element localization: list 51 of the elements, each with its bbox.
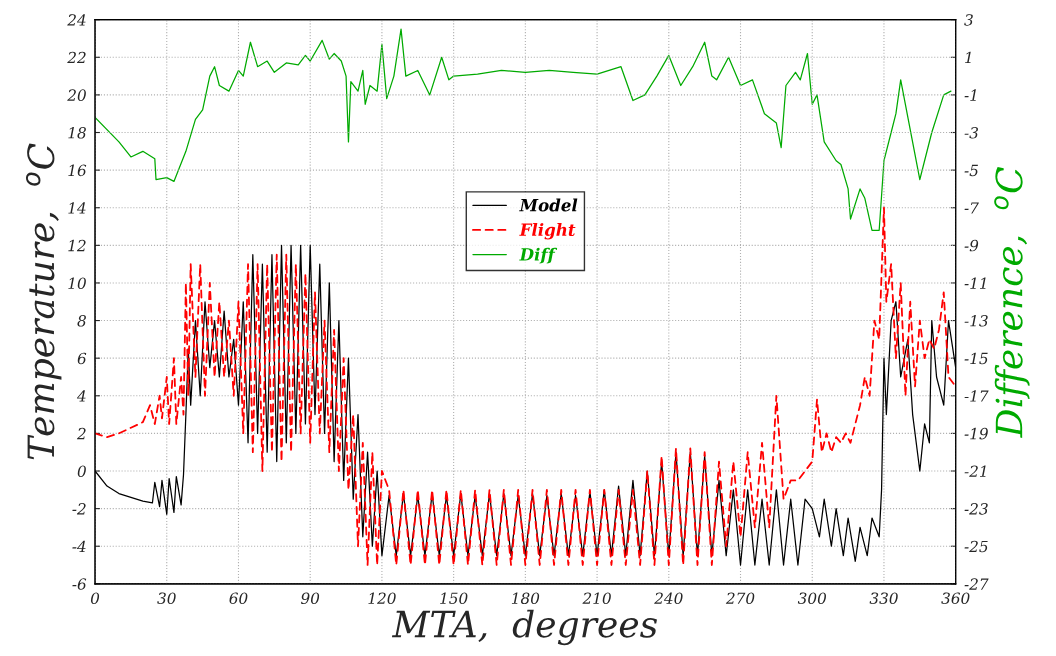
x-tick-label: 60 xyxy=(229,592,248,604)
y-tick-label: 8 xyxy=(77,315,86,327)
y2-tick-label: 1 xyxy=(965,51,971,64)
x-tick-label: 30 xyxy=(157,592,176,604)
y2-tick-label: 3 xyxy=(964,14,973,26)
y2-tick-label: -23 xyxy=(964,503,988,515)
y-tick-label: 10 xyxy=(68,277,86,289)
y-tick-label: 14 xyxy=(68,202,86,214)
y-tick-label: -2 xyxy=(72,503,86,515)
y-tick-label: 0 xyxy=(77,465,86,478)
y-axis-title: Temperature, $^{o}$C xyxy=(25,143,62,460)
y-tick-label: 16 xyxy=(68,164,87,177)
y2-tick-label: -9 xyxy=(964,239,979,252)
y2-tick-label: -7 xyxy=(964,202,979,214)
y2-tick-label: -5 xyxy=(964,164,978,177)
y-tick-label: 4 xyxy=(76,390,86,402)
x-tick-label: 240 xyxy=(654,592,683,604)
y-tick-label: 12 xyxy=(68,239,86,252)
y2-tick-label: -11 xyxy=(964,277,986,289)
y2-tick-label: -17 xyxy=(964,390,989,402)
x-tick-label: 330 xyxy=(869,592,898,604)
x-tick-label: 180 xyxy=(511,592,540,604)
legend-label: Flight xyxy=(519,223,576,240)
x-tick-label: 150 xyxy=(440,592,468,604)
y2-tick-label: -3 xyxy=(964,126,978,139)
y-tick-label: -6 xyxy=(72,578,87,590)
x-tick-label: 300 xyxy=(797,592,827,604)
y2-axis-title: Difference, $^{o}$C xyxy=(994,167,1030,438)
y2-tick-label: -25 xyxy=(964,540,988,553)
x-tick-label: 120 xyxy=(368,592,396,604)
y2-tick-label: -1 xyxy=(964,89,976,101)
x-tick-label: 270 xyxy=(725,592,755,604)
y-tick-label: 6 xyxy=(77,352,87,365)
y2-tick-label: -27 xyxy=(964,578,989,590)
x-tick-label: 0 xyxy=(90,592,100,604)
y-tick-label: 20 xyxy=(67,89,86,101)
y2-tick-label: -15 xyxy=(964,352,988,365)
y2-tick-label: -13 xyxy=(964,315,988,327)
y2-tick-label: -19 xyxy=(964,427,988,440)
legend-label: Diff xyxy=(519,247,558,264)
x-tick-label: 360 xyxy=(941,592,970,604)
y2-tick-label: -21 xyxy=(964,465,986,477)
y-tick-label: 22 xyxy=(67,51,86,64)
x-tick-label: 210 xyxy=(582,592,611,604)
y-tick-label: -4 xyxy=(72,540,86,553)
legend-label: Model xyxy=(519,198,578,212)
y-tick-label: 24 xyxy=(67,14,86,26)
x-tick-label: 90 xyxy=(300,592,320,604)
x-axis-title: MTA, degrees xyxy=(391,609,657,646)
y-tick-label: 18 xyxy=(68,126,86,139)
y-tick-label: 2 xyxy=(76,427,86,440)
